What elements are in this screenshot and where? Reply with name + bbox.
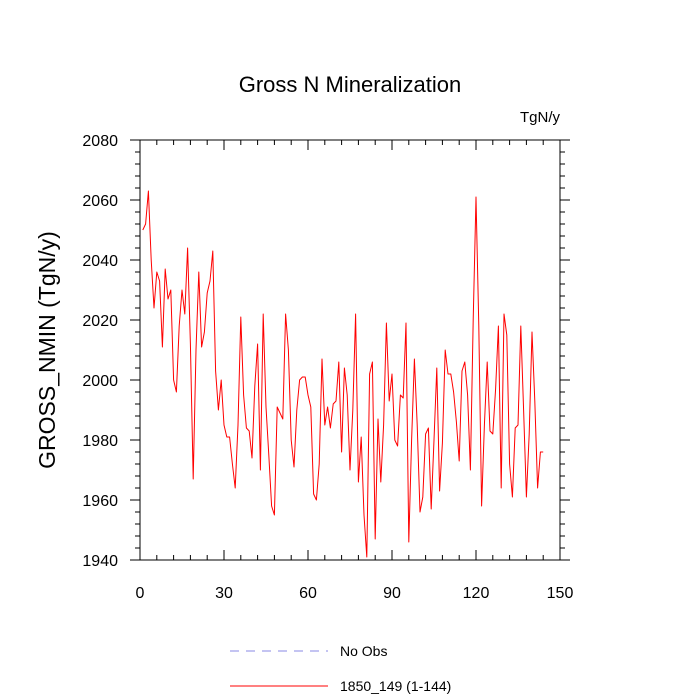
- chart-title: Gross N Mineralization: [239, 72, 462, 97]
- y-tick-label: 1980: [82, 433, 118, 450]
- y-tick-label: 1940: [82, 553, 118, 570]
- y-tick-label: 2000: [82, 373, 118, 390]
- y-tick-label: 2060: [82, 193, 118, 210]
- x-tick-label: 60: [299, 585, 317, 602]
- y-tick-label: 1960: [82, 493, 118, 510]
- x-tick-label: 120: [463, 585, 490, 602]
- y-tick-label: 2020: [82, 313, 118, 330]
- y-tick-label: 2080: [82, 133, 118, 150]
- legend: No Obs 1850_149 (1-144): [230, 643, 451, 694]
- series-group: [142, 190, 544, 558]
- x-tick-label: 30: [215, 585, 233, 602]
- x-tick-label: 150: [547, 585, 574, 602]
- y-tick-label: 2040: [82, 253, 118, 270]
- legend-label-1850-149: 1850_149 (1-144): [340, 678, 451, 694]
- units-label: TgN/y: [520, 109, 561, 126]
- x-tick-label: 90: [383, 585, 401, 602]
- y-axis-label: GROSS_NMIN (TgN/y): [34, 231, 60, 469]
- x-tick-label: 0: [136, 585, 145, 602]
- axis-ticks: [130, 139, 570, 561]
- legend-label-no-obs: No Obs: [340, 643, 387, 659]
- plot-frame: [139, 139, 561, 561]
- tick-labels: 0 30 60 90 120 150 1940 1960 1980 2000 2020 2040 206…: [82, 133, 573, 602]
- series-line-1850-149-1-144-: [142, 190, 544, 558]
